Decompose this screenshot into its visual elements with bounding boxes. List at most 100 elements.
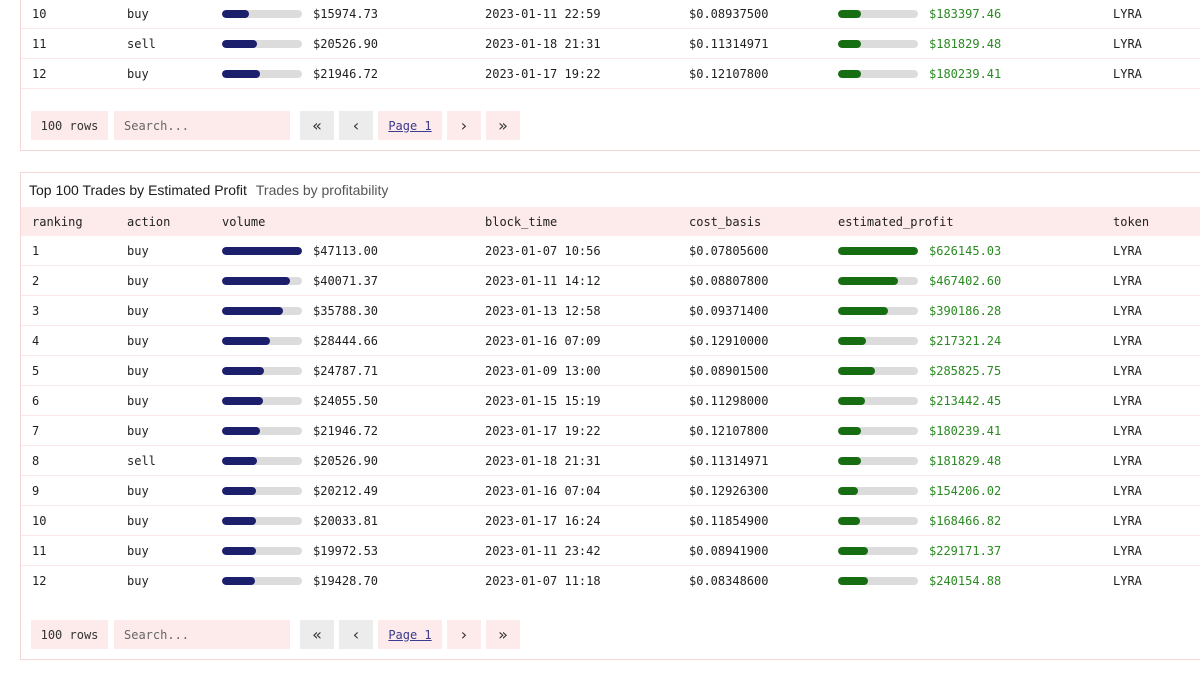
volume-bar-track <box>222 9 302 18</box>
table-row[interactable]: 6 buy $24055.50 2023-01-15 15:19 $0.11298000… <box>21 385 1200 416</box>
table-row[interactable]: 7 buy $21946.72 2023-01-17 19:22 $0.12107800… <box>21 415 1200 446</box>
cell-ranking: 10 <box>21 505 127 536</box>
search-input[interactable] <box>114 111 290 140</box>
volume-bar-fill <box>222 426 260 435</box>
table-row[interactable]: 12 buy $21946.72 2023-01-17 19:22 $0.1210780… <box>21 58 1200 89</box>
table-row[interactable]: 2 buy $40071.37 2023-01-11 14:12 $0.08807800… <box>21 265 1200 296</box>
cell-action: buy <box>127 565 222 595</box>
volume-bar-track <box>222 396 302 405</box>
profit-bar-track <box>838 456 918 465</box>
cell-action: buy <box>127 325 222 356</box>
cell-token: LYRA <box>1113 565 1200 595</box>
table-row[interactable]: 12 buy $19428.70 2023-01-07 11:18 $0.0834860… <box>21 565 1200 595</box>
table-row[interactable]: 11 sell $20526.90 2023-01-18 21:31 $0.113149… <box>21 28 1200 59</box>
table-row[interactable]: 11 buy $19972.53 2023-01-11 23:42 $0.0894190… <box>21 535 1200 566</box>
cell-volume: $28444.66 <box>222 325 485 356</box>
profit-value: $168466.82 <box>929 513 1002 528</box>
double-chevron-left-icon: « <box>312 625 322 644</box>
prev-page-button[interactable]: ‹ <box>339 620 373 649</box>
profit-bar-track <box>838 396 918 405</box>
table-row[interactable]: 8 sell $20526.90 2023-01-18 21:31 $0.1131497… <box>21 445 1200 476</box>
pagination-bar: 100 rows « ‹ Page 1 › » <box>31 620 525 649</box>
double-chevron-right-icon: » <box>498 116 508 135</box>
cell-token: LYRA <box>1113 385 1200 416</box>
last-page-button[interactable]: » <box>486 620 520 649</box>
profit-bar-track <box>838 546 918 555</box>
volume-bar-track <box>222 516 302 525</box>
volume-bar-fill <box>222 336 270 345</box>
cell-cost-basis: $0.12926300 <box>689 475 838 506</box>
table-row[interactable]: 9 buy $20212.49 2023-01-16 07:04 $0.12926300… <box>21 475 1200 506</box>
profit-value: $390186.28 <box>929 303 1002 318</box>
table-row[interactable]: 10 buy $20033.81 2023-01-17 16:24 $0.1185490… <box>21 505 1200 536</box>
profit-value: $229171.37 <box>929 543 1002 558</box>
profit-bar-fill <box>838 9 862 18</box>
volume-value: $15974.73 <box>313 6 379 21</box>
profit-bar-track <box>838 69 918 78</box>
volume-value: $21946.72 <box>313 423 379 438</box>
cell-estimated-profit: $240154.88 <box>838 565 1113 595</box>
profit-bar-fill <box>838 336 866 345</box>
table-row[interactable]: 3 buy $35788.30 2023-01-13 12:58 $0.09371400… <box>21 295 1200 326</box>
volume-bar-track <box>222 426 302 435</box>
last-page-button[interactable]: » <box>486 111 520 140</box>
cell-estimated-profit: $183397.46 <box>838 0 1113 29</box>
column-header-token[interactable]: token <box>1113 207 1200 236</box>
table-row[interactable]: 5 buy $24787.71 2023-01-09 13:00 $0.08901500… <box>21 355 1200 386</box>
cell-estimated-profit: $213442.45 <box>838 385 1113 416</box>
profit-bar-track <box>838 366 918 375</box>
cell-volume: $20212.49 <box>222 475 485 506</box>
volume-value: $40071.37 <box>313 273 379 288</box>
next-page-button[interactable]: › <box>447 111 481 140</box>
cell-token: LYRA <box>1113 535 1200 566</box>
cell-volume: $24787.71 <box>222 355 485 386</box>
volume-bar-track <box>222 366 302 375</box>
prev-page-button[interactable]: ‹ <box>339 111 373 140</box>
profit-bar-track <box>838 486 918 495</box>
column-header-cost-basis[interactable]: cost_basis <box>689 207 838 236</box>
cell-volume: $47113.00 <box>222 236 485 266</box>
cell-volume: $35788.30 <box>222 295 485 326</box>
first-page-button[interactable]: « <box>300 620 334 649</box>
current-page-link[interactable]: Page 1 <box>378 620 442 649</box>
rows-per-page-select[interactable]: 100 rows <box>31 111 108 140</box>
volume-bar-fill <box>222 276 290 285</box>
column-header-volume[interactable]: volume <box>222 207 485 236</box>
cell-volume: $40071.37 <box>222 265 485 296</box>
table-row[interactable]: 4 buy $28444.66 2023-01-16 07:09 $0.12910000… <box>21 325 1200 356</box>
column-header-block-time[interactable]: block_time <box>485 207 689 236</box>
cell-action: buy <box>127 236 222 266</box>
table-scroll-area[interactable]: 10 buy $15974.73 2023-01-11 22:59 $0.0893750… <box>21 0 1200 95</box>
next-page-button[interactable]: › <box>447 620 481 649</box>
volume-value: $35788.30 <box>313 303 379 318</box>
column-header-estimated-profit[interactable]: estimated_profit <box>838 207 1113 236</box>
chevron-right-icon: › <box>460 625 468 644</box>
current-page-link[interactable]: Page 1 <box>378 111 442 140</box>
table-row[interactable]: 10 buy $15974.73 2023-01-11 22:59 $0.0893750… <box>21 0 1200 29</box>
profit-value: $217321.24 <box>929 333 1002 348</box>
cell-action: sell <box>127 28 222 59</box>
table-row[interactable]: 1 buy $47113.00 2023-01-07 10:56 $0.07805600… <box>21 236 1200 266</box>
first-page-button[interactable]: « <box>300 111 334 140</box>
cell-volume: $19428.70 <box>222 565 485 595</box>
cell-estimated-profit: $181829.48 <box>838 445 1113 476</box>
rows-per-page-select[interactable]: 100 rows <box>31 620 108 649</box>
cell-volume: $24055.50 <box>222 385 485 416</box>
search-input[interactable] <box>114 620 290 649</box>
cell-ranking: 6 <box>21 385 127 416</box>
cell-cost-basis: $0.11298000 <box>689 385 838 416</box>
volume-bar-track <box>222 456 302 465</box>
cell-action: buy <box>127 385 222 416</box>
cell-token: LYRA <box>1113 0 1200 29</box>
cell-action: sell <box>127 445 222 476</box>
cell-ranking: 1 <box>21 236 127 266</box>
table-scroll-area[interactable]: ranking action volume block_time cost_ba… <box>21 207 1200 595</box>
volume-value: $28444.66 <box>313 333 379 348</box>
volume-bar-fill <box>222 246 302 255</box>
column-header-action[interactable]: action <box>127 207 222 236</box>
cell-action: buy <box>127 355 222 386</box>
cell-cost-basis: $0.11854900 <box>689 505 838 536</box>
cell-estimated-profit: $180239.41 <box>838 58 1113 89</box>
column-header-ranking[interactable]: ranking <box>21 207 127 236</box>
cell-estimated-profit: $229171.37 <box>838 535 1113 566</box>
